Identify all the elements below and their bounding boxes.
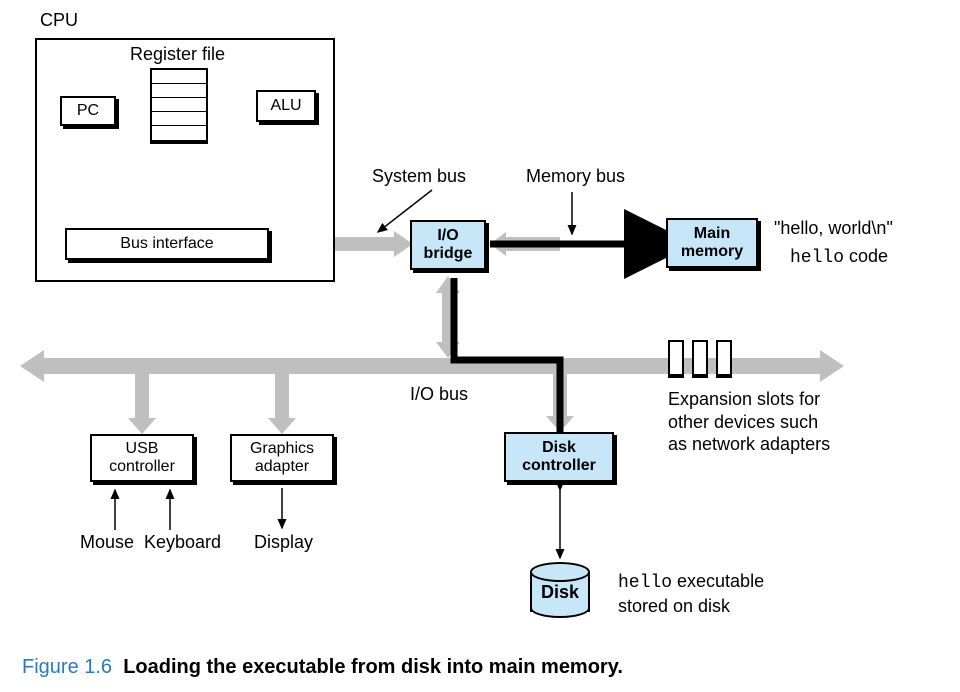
caption-text: Loading the executable from disk into ma…	[123, 656, 623, 678]
io-bridge-l2: bridge	[424, 245, 473, 263]
hello-code-mono: hello	[790, 248, 844, 268]
main-memory-l2: memory	[681, 243, 743, 261]
expansion-l1: Expansion slots for	[668, 389, 820, 409]
expansion-slot-3	[716, 340, 732, 378]
expansion-slot-2	[692, 340, 708, 378]
hello-code-rest: code	[844, 246, 888, 266]
figure-caption: Figure 1.6 Loading the executable from d…	[22, 656, 623, 679]
alu-label: ALU	[270, 97, 301, 115]
display-label: Display	[254, 532, 313, 553]
usb-l1: USB	[126, 440, 159, 458]
cpu-label: CPU	[40, 10, 78, 31]
disk-ctrl-l1: Disk	[542, 439, 576, 457]
graphics-box: Graphics adapter	[230, 434, 334, 482]
expansion-l2: other devices such	[668, 412, 818, 432]
usb-down-arrow	[128, 374, 156, 434]
expansion-slot-1	[668, 340, 684, 378]
pc-label: PC	[77, 102, 99, 120]
usb-box: USB controller	[90, 434, 194, 482]
expansion-l3: as network adapters	[668, 434, 830, 454]
io-bridge-l1: I/O	[437, 227, 458, 245]
main-memory-box: Main memory	[666, 218, 758, 268]
graphics-l2: adapter	[255, 458, 309, 476]
alu-box: ALU	[256, 90, 316, 122]
register-file-label: Register file	[130, 44, 225, 65]
disk-controller-box: Disk controller	[504, 432, 614, 482]
system-bus-label: System bus	[372, 166, 466, 187]
disk-note-l3: stored on disk	[618, 596, 730, 616]
disk-cylinder: Disk	[530, 562, 590, 618]
usb-l2: controller	[109, 458, 175, 476]
bus-interface-label: Bus interface	[120, 235, 213, 253]
mouse-label: Mouse	[80, 532, 134, 553]
pc-box: PC	[60, 96, 116, 126]
disk-ctrl-l2: controller	[522, 457, 596, 475]
register-file	[150, 68, 208, 144]
disk-note: hello executable stored on disk	[618, 570, 764, 617]
hello-world-text: "hello, world\n"	[774, 218, 893, 239]
io-bridge-box: I/O bridge	[410, 220, 486, 270]
disk-note-l2: executable	[672, 571, 764, 591]
bus-interface-box: Bus interface	[65, 228, 269, 260]
main-memory-l1: Main	[694, 225, 730, 243]
keyboard-label: Keyboard	[144, 532, 221, 553]
expansion-text: Expansion slots for other devices such a…	[668, 388, 830, 456]
graphics-l1: Graphics	[250, 440, 314, 458]
disk-note-mono: hello	[618, 573, 672, 593]
hello-code-text: hello code	[790, 246, 888, 268]
disk-label: Disk	[530, 582, 590, 603]
memory-bus-label: Memory bus	[526, 166, 625, 187]
caption-number: Figure 1.6	[22, 656, 112, 678]
graphics-down-arrow	[268, 374, 296, 434]
io-bus-label: I/O bus	[410, 384, 468, 405]
